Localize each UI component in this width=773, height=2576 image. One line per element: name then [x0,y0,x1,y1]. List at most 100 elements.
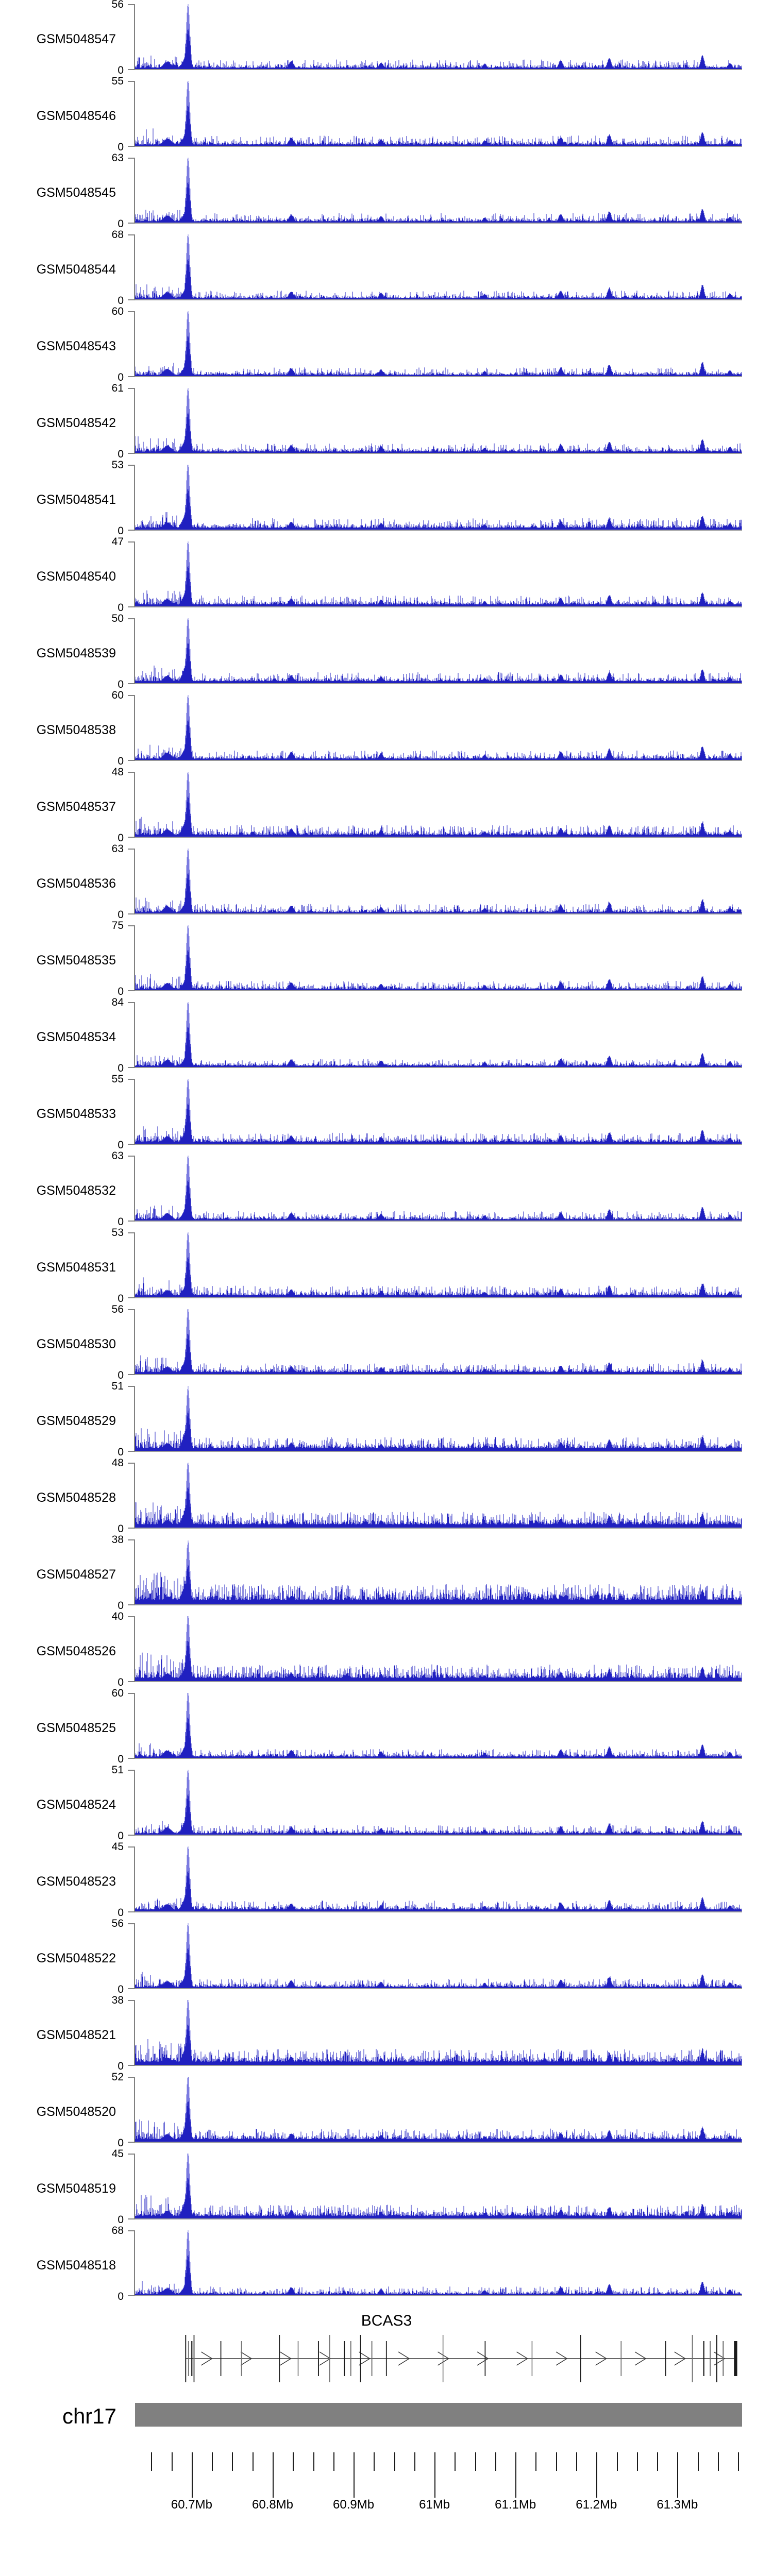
track-plot-area[interactable]: 56 0 [112,1918,742,1995]
track-row[interactable]: GSM5048545 63 0 [0,152,773,230]
track-y-axis: 48 0 [112,1458,135,1534]
track-plot-area[interactable]: 40 0 [112,1611,742,1688]
track-plot-area[interactable]: 60 0 [112,690,742,767]
track-plot-area[interactable]: 60 0 [112,306,742,383]
gene-model-diagram[interactable] [135,2333,742,2384]
track-row[interactable]: GSM5048546 55 0 [0,76,773,154]
y-axis-tick-min [128,760,135,761]
track-row[interactable]: GSM5048536 63 0 [0,843,773,921]
track-sample-label: GSM5048522 [36,1951,116,1965]
coverage-signal [135,541,742,606]
track-baseline [135,1067,742,1068]
track-baseline [135,299,742,300]
track-y-axis: 51 0 [112,1381,135,1458]
track-row[interactable]: GSM5048538 60 0 [0,690,773,768]
y-axis-tick-max [128,1232,135,1233]
track-plot-area[interactable]: 45 0 [112,1841,742,1918]
y-axis-max-label: 56 [111,1918,124,1929]
track-sample-label: GSM5048520 [36,2105,116,2119]
track-row[interactable]: GSM5048537 48 0 [0,767,773,844]
track-row[interactable]: GSM5048533 55 0 [0,1074,773,1151]
y-axis-tick-max [128,311,135,312]
track-sample-label: GSM5048542 [36,416,116,430]
track-plot-area[interactable]: 48 0 [112,1458,742,1534]
track-y-axis: 55 0 [112,1074,135,1150]
track-plot-area[interactable]: 61 0 [112,383,742,460]
track-plot-area[interactable]: 51 0 [112,1381,742,1458]
coverage-signal [135,1156,742,1221]
track-plot-area[interactable]: 53 0 [112,460,742,536]
track-row[interactable]: GSM5048529 51 0 [0,1381,773,1459]
track-plot-area[interactable]: 53 0 [112,1227,742,1304]
track-plot-area[interactable]: 51 0 [112,1765,742,1841]
y-axis-min-label: 0 [117,2060,124,2072]
track-plot-area[interactable]: 48 0 [112,767,742,843]
y-axis-min-label: 0 [117,2214,124,2226]
track-row[interactable]: GSM5048530 56 0 [0,1304,773,1382]
y-axis-max-label: 52 [111,2071,124,2083]
track-row[interactable]: GSM5048525 60 0 [0,1688,773,1766]
track-plot-area[interactable]: 63 0 [112,152,742,229]
track-plot-area[interactable]: 56 0 [112,1304,742,1381]
y-axis-tick-max [128,1386,135,1387]
coverage-signal [135,1386,742,1451]
track-plot-area[interactable]: 38 0 [112,1995,742,2072]
track-row[interactable]: GSM5048539 50 0 [0,613,773,691]
y-axis-tick-min [128,683,135,684]
track-row[interactable]: GSM5048540 47 0 [0,536,773,614]
track-baseline [135,990,742,991]
track-sample-label: GSM5048543 [36,339,116,353]
y-axis-spine [134,2000,135,2066]
track-row[interactable]: GSM5048520 52 0 [0,2072,773,2149]
track-sample-label: GSM5048536 [36,876,116,891]
track-plot-area[interactable]: 47 0 [112,536,742,613]
axis-minor-tick [151,2452,153,2471]
y-axis-spine [134,541,135,607]
track-row[interactable]: GSM5048524 51 0 [0,1765,773,1842]
track-row[interactable]: GSM5048522 56 0 [0,1918,773,1996]
track-baseline [135,760,742,761]
track-row[interactable]: GSM5048531 53 0 [0,1227,773,1305]
track-plot-area[interactable]: 84 0 [112,997,742,1074]
track-row[interactable]: GSM5048521 38 0 [0,1995,773,2073]
track-row[interactable]: GSM5048544 68 0 [0,229,773,307]
y-axis-spine [134,2230,135,2296]
track-plot-area[interactable]: 55 0 [112,76,742,152]
track-row[interactable]: GSM5048541 53 0 [0,460,773,537]
track-row[interactable]: GSM5048532 63 0 [0,1150,773,1228]
track-plot-area[interactable]: 45 0 [112,2148,742,2225]
track-row[interactable]: GSM5048523 45 0 [0,1841,773,1919]
track-row[interactable]: GSM5048534 84 0 [0,997,773,1075]
track-row[interactable]: GSM5048542 61 0 [0,383,773,461]
track-plot-area[interactable]: 68 0 [112,2225,742,2302]
track-plot-area[interactable]: 56 0 [112,0,742,76]
track-plot-area[interactable]: 75 0 [112,920,742,997]
track-plot-area[interactable]: 63 0 [112,843,742,920]
y-axis-tick-min [128,990,135,991]
track-baseline [135,2142,742,2143]
track-plot-area[interactable]: 38 0 [112,1534,742,1611]
y-axis-max-label: 53 [111,459,124,471]
chromosome-ideogram-bar[interactable] [135,2403,742,2427]
track-row[interactable]: GSM5048543 60 0 [0,306,773,384]
y-axis-tick-min [128,1681,135,1682]
track-row[interactable]: GSM5048526 40 0 [0,1611,773,1689]
track-row[interactable]: GSM5048519 45 0 [0,2148,773,2226]
track-sample-label: GSM5048533 [36,1107,116,1121]
track-row[interactable]: GSM5048527 38 0 [0,1534,773,1612]
track-row[interactable]: GSM5048528 48 0 [0,1458,773,1535]
axis-major-tick [191,2452,193,2498]
track-plot-area[interactable]: 55 0 [112,1074,742,1150]
track-plot-area[interactable]: 60 0 [112,1688,742,1765]
axis-minor-tick [252,2452,254,2471]
track-plot-area[interactable]: 50 0 [112,613,742,690]
track-plot-area[interactable]: 52 0 [112,2072,742,2148]
y-axis-tick-max [128,158,135,159]
track-plot-area[interactable]: 63 0 [112,1150,742,1227]
track-row[interactable]: GSM5048547 56 0 [0,0,773,77]
axis-minor-tick [171,2452,173,2471]
track-row[interactable]: GSM5048518 68 0 [0,2225,773,2303]
track-row[interactable]: GSM5048535 75 0 [0,920,773,998]
track-plot-area[interactable]: 68 0 [112,229,742,306]
y-axis-spine [134,158,135,224]
